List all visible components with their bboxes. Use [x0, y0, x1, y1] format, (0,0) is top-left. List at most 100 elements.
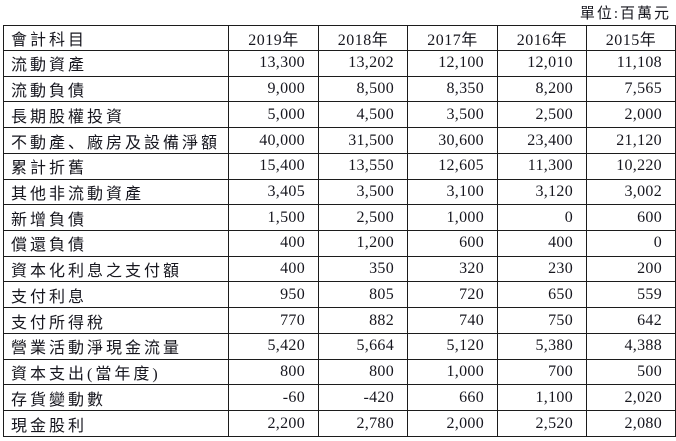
cell-value: 805	[318, 281, 408, 309]
table-body: 流動資產 13,300 13,202 12,100 12,010 11,108 流動負債 9,…	[3, 50, 676, 437]
cell-value: 3,500	[407, 101, 498, 129]
table-row: 償還負債 400 1,200 600 400 0	[3, 230, 676, 257]
table-row: 存貨變動數 -60 -420 660 1,100 2,020	[3, 384, 676, 412]
cell-value: 12,010	[497, 50, 587, 77]
cell-value: 0	[586, 230, 676, 257]
column-header-year: 2019年	[228, 25, 319, 51]
table-row: 支付所得稅 770 882 740 750 642	[3, 307, 676, 334]
cell-value: 2,500	[318, 204, 408, 232]
cell-value: 8,200	[497, 75, 587, 103]
cell-value: 950	[228, 281, 319, 309]
row-label: 長期股權投資	[3, 101, 229, 129]
cell-value: 12,100	[407, 50, 498, 77]
cell-value: 13,300	[228, 50, 319, 77]
cell-value: 750	[497, 307, 587, 334]
cell-value: 12,605	[407, 152, 498, 180]
cell-value: 3,120	[497, 178, 587, 206]
row-label: 流動負債	[3, 75, 229, 103]
cell-value: 4,388	[586, 332, 676, 360]
header-row: 會計科目 2019年 2018年 2017年 2016年 2015年	[3, 25, 676, 51]
row-label: 不動產、廠房及設備淨額	[3, 127, 229, 154]
column-header-accounts: 會計科目	[3, 25, 229, 51]
cell-value: 350	[318, 255, 408, 283]
cell-value: 13,550	[318, 152, 408, 180]
cell-value: 1,000	[407, 358, 498, 386]
column-header-year: 2016年	[497, 25, 587, 51]
cell-value: 10,220	[586, 152, 676, 180]
row-label: 現金股利	[3, 410, 229, 437]
table-row: 新增負債 1,500 2,500 1,000 0 600	[3, 204, 676, 232]
table-row: 長期股權投資 5,000 4,500 3,500 2,500 2,000	[3, 101, 676, 129]
table-row: 支付利息 950 805 720 650 559	[3, 281, 676, 309]
cell-value: 31,500	[318, 127, 408, 154]
cell-value: 2,020	[586, 384, 676, 412]
cell-value: 2,520	[497, 410, 587, 437]
cell-value: 740	[407, 307, 498, 334]
cell-value: 500	[586, 358, 676, 386]
cell-value: 21,120	[586, 127, 676, 154]
table-row: 營業活動淨現金流量 5,420 5,664 5,120 5,380 4,388	[3, 332, 676, 360]
cell-value: 2,780	[318, 410, 408, 437]
cell-value: 2,200	[228, 410, 319, 437]
cell-value: 15,400	[228, 152, 319, 180]
cell-value: 0	[497, 204, 587, 232]
cell-value: 400	[228, 230, 319, 257]
cell-value: 642	[586, 307, 676, 334]
row-label: 營業活動淨現金流量	[3, 332, 229, 360]
table-row: 資本化利息之支付額 400 350 320 230 200	[3, 255, 676, 283]
cell-value: 700	[497, 358, 587, 386]
row-label: 其他非流動資產	[3, 178, 229, 206]
table-row: 現金股利 2,200 2,780 2,000 2,520 2,080	[3, 410, 676, 437]
cell-value: 600	[407, 230, 498, 257]
cell-value: 3,002	[586, 178, 676, 206]
cell-value: 23,400	[497, 127, 587, 154]
cell-value: 400	[228, 255, 319, 283]
cell-value: 1,000	[407, 204, 498, 232]
row-label: 支付所得稅	[3, 307, 229, 334]
financial-table: 會計科目 2019年 2018年 2017年 2016年 2015年 流動資產 13,300…	[3, 25, 676, 437]
cell-value: 5,664	[318, 332, 408, 360]
cell-value: 600	[586, 204, 676, 232]
cell-value: 4,500	[318, 101, 408, 129]
row-label: 資本化利息之支付額	[3, 255, 229, 283]
row-label: 資本支出(當年度)	[3, 358, 229, 386]
cell-value: 1,500	[228, 204, 319, 232]
cell-value: 5,120	[407, 332, 498, 360]
column-header-year: 2015年	[586, 25, 676, 51]
cell-value: 2,000	[407, 410, 498, 437]
row-label: 償還負債	[3, 230, 229, 257]
row-label: 流動資產	[3, 50, 229, 77]
cell-value: 1,100	[497, 384, 587, 412]
table-row: 流動負債 9,000 8,500 8,350 8,200 7,565	[3, 75, 676, 103]
cell-value: 30,600	[407, 127, 498, 154]
cell-value: 200	[586, 255, 676, 283]
row-label: 累計折舊	[3, 152, 229, 180]
row-label: 存貨變動數	[3, 384, 229, 412]
cell-value: -60	[228, 384, 319, 412]
cell-value: 650	[497, 281, 587, 309]
cell-value: 8,500	[318, 75, 408, 103]
cell-value: 9,000	[228, 75, 319, 103]
cell-value: 5,380	[497, 332, 587, 360]
cell-value: 2,000	[586, 101, 676, 129]
cell-value: 559	[586, 281, 676, 309]
cell-value: 7,565	[586, 75, 676, 103]
cell-value: 800	[318, 358, 408, 386]
column-header-year: 2017年	[407, 25, 498, 51]
cell-value: 882	[318, 307, 408, 334]
cell-value: 400	[497, 230, 587, 257]
table-row: 流動資產 13,300 13,202 12,100 12,010 11,108	[3, 50, 676, 77]
cell-value: 3,500	[318, 178, 408, 206]
cell-value: 11,300	[497, 152, 587, 180]
cell-value: 770	[228, 307, 319, 334]
cell-value: 230	[497, 255, 587, 283]
table-row: 資本支出(當年度) 800 800 1,000 700 500	[3, 358, 676, 386]
cell-value: 2,080	[586, 410, 676, 437]
cell-value: 8,350	[407, 75, 498, 103]
column-header-year: 2018年	[318, 25, 408, 51]
cell-value: 800	[228, 358, 319, 386]
cell-value: 5,000	[228, 101, 319, 129]
cell-value: 11,108	[586, 50, 676, 77]
row-label: 支付利息	[3, 281, 229, 309]
cell-value: 720	[407, 281, 498, 309]
